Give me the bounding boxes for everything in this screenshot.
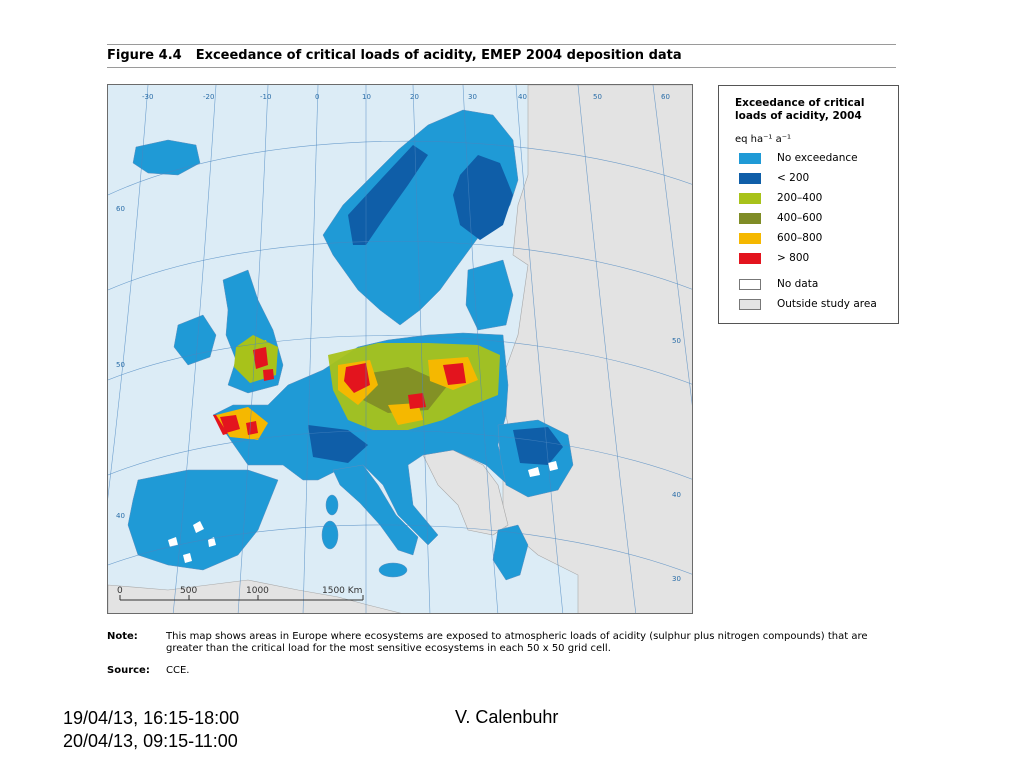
scandinavia	[322, 109, 519, 326]
map-svg: -30 -20 -10 0 10 20 30 40 50 60 60 50 40…	[108, 85, 692, 613]
norway-band	[348, 145, 428, 245]
legend-item: No data	[739, 278, 818, 290]
legend-label: 600–800	[777, 232, 823, 244]
figure-notes: Note: This map shows areas in Europe whe…	[107, 631, 887, 677]
parallel-label: 30	[672, 575, 681, 583]
legend-swatch	[739, 192, 761, 204]
source-text: CCE.	[166, 665, 190, 676]
legend-item: > 800	[739, 252, 809, 264]
date-line-1: 19/04/13, 16:15-18:00	[63, 708, 240, 728]
scale-tick-label: 500	[180, 586, 197, 596]
legend-item: 200–400	[739, 192, 822, 204]
sicily	[378, 562, 408, 578]
note-row: Note: This map shows areas in Europe whe…	[107, 631, 887, 655]
legend-label: > 800	[777, 252, 810, 264]
exceedance-map: -30 -20 -10 0 10 20 30 40 50 60 60 50 40…	[107, 84, 693, 614]
france-exceedance-red	[220, 415, 258, 435]
meridian-label: 20	[410, 93, 419, 101]
legend-label: Outside study area	[777, 298, 877, 310]
legend-swatch	[739, 172, 761, 184]
slide-dates: 19/04/13, 16:15-18:00 20/04/13, 09:15-11…	[63, 707, 239, 753]
meridian-label: 60	[661, 93, 670, 101]
meridian-label: 10	[362, 93, 371, 101]
meridian-label: 30	[468, 93, 477, 101]
meridian-label: -10	[260, 93, 271, 101]
legend-swatch	[739, 232, 761, 244]
note-label: Note:	[107, 631, 138, 642]
greece	[492, 524, 529, 581]
meridian-label: 0	[315, 93, 319, 101]
parallel-label: 40	[116, 512, 125, 520]
scale-bar: 0 500 1000 1500 Km	[117, 586, 364, 601]
slide-author: V. Calenbuhr	[455, 707, 559, 727]
figure-number: Figure 4.4	[107, 48, 182, 63]
sardinia	[321, 520, 339, 550]
legend-swatch	[739, 152, 761, 164]
legend-label: < 200	[777, 172, 810, 184]
meridian-label: -20	[203, 93, 214, 101]
figure-title: Figure 4.4 Exceedance of critical loads o…	[107, 48, 682, 63]
corsica	[325, 494, 339, 516]
meridian-label: 50	[593, 93, 602, 101]
figure-title-text: Exceedance of critical loads of acidity,…	[195, 48, 682, 63]
alps-dark-patch	[308, 425, 368, 463]
scale-tick-label: 0	[117, 586, 123, 596]
parallel-label: 50	[672, 337, 681, 345]
parallel-label: 40	[672, 491, 681, 499]
uk-exceedance-red	[253, 347, 274, 381]
legend-title: Exceedance of critical loads of acidity,…	[735, 97, 865, 122]
meridian-label: 40	[518, 93, 527, 101]
legend-label: No exceedance	[777, 152, 858, 164]
legend-label: 200–400	[777, 192, 823, 204]
legend-swatch	[739, 212, 761, 224]
exceedance-400-600-zone	[358, 367, 448, 413]
graticule-parallels	[108, 140, 692, 575]
legend-label: 400–600	[777, 212, 823, 224]
iberian-peninsula	[127, 469, 279, 571]
parallel-label: 50	[116, 361, 125, 369]
legend-unit: eq ha⁻¹ a⁻¹	[735, 134, 792, 145]
north-africa	[108, 579, 402, 613]
legend-label: No data	[777, 278, 819, 290]
legend-item: 400–600	[739, 212, 822, 224]
legend-item: < 200	[739, 172, 809, 184]
meridian-label: -30	[142, 93, 153, 101]
source-label: Source:	[107, 665, 150, 676]
map-legend: Exceedance of critical loads of acidity,…	[718, 85, 899, 324]
legend-swatch	[739, 298, 761, 310]
note-text: This map shows areas in Europe where eco…	[166, 631, 868, 654]
parallel-label: 60	[116, 205, 125, 213]
romania-dark-patch	[513, 427, 563, 465]
italy	[332, 464, 419, 556]
top-rule	[107, 44, 896, 45]
source-row: Source: CCE.	[107, 665, 887, 677]
legend-swatch	[739, 278, 761, 290]
legend-item: Outside study area	[739, 298, 877, 310]
legend-swatch	[739, 252, 761, 264]
iceland	[132, 139, 201, 176]
scale-tick-label: 1000	[246, 586, 269, 596]
baltic-states	[465, 259, 514, 331]
date-line-2: 20/04/13, 09:15-11:00	[63, 731, 238, 751]
legend-item: No exceedance	[739, 152, 858, 164]
bottom-rule	[107, 67, 896, 68]
legend-item: 600–800	[739, 232, 822, 244]
scale-tick-label: 1500 Km	[322, 586, 362, 596]
